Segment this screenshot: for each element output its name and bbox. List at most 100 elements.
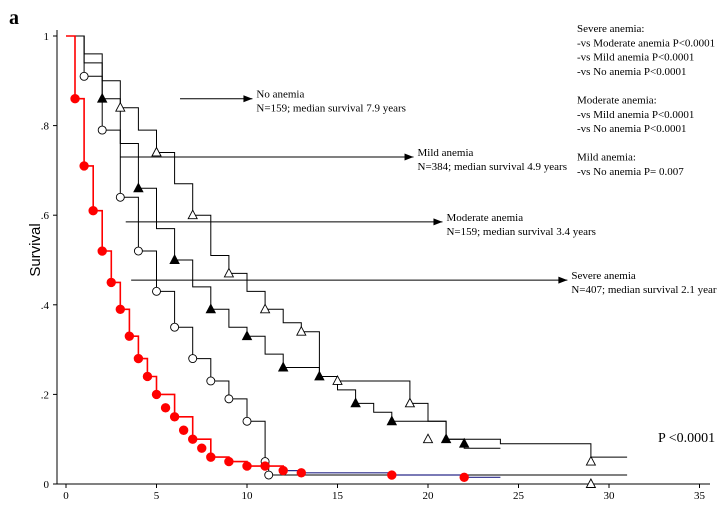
marker-moderate_anemia xyxy=(152,286,161,296)
stats-line: -vs Mild anemia P<0.0001 xyxy=(577,52,694,64)
marker-mild_anemia xyxy=(133,182,144,193)
marker-severe_anemia xyxy=(278,465,288,476)
marker-no_anemia xyxy=(151,146,162,157)
marker-mild_anemia xyxy=(314,370,325,381)
marker-mild_anemia xyxy=(241,330,253,341)
series-line-no_anemia xyxy=(66,35,628,458)
marker-severe_anemia xyxy=(142,371,153,382)
annotation-title-mild_anemia: Mild anemia xyxy=(418,147,474,159)
marker-severe_anemia xyxy=(296,468,306,478)
y-tick-label: .4 xyxy=(41,300,50,312)
marker-severe_anemia xyxy=(224,456,234,467)
marker-severe_anemia xyxy=(188,434,198,444)
marker-mild_anemia xyxy=(277,361,289,372)
marker-severe_anemia xyxy=(124,331,135,341)
marker-severe_anemia xyxy=(133,353,144,364)
y-axis-label: Survival xyxy=(27,223,44,276)
x-tick-label: 5 xyxy=(154,490,160,502)
marker-moderate_anemia xyxy=(97,125,107,135)
markers-layer xyxy=(70,71,597,488)
marker-mild_anemia xyxy=(96,92,108,103)
x-tick-label: 10 xyxy=(242,490,254,502)
stats-panel: Severe anemia: -vs Moderate anemia P<0.00… xyxy=(577,23,715,178)
stats-line: -vs Moderate anemia P<0.0001 xyxy=(577,37,715,49)
annotation-detail-severe_anemia: N=407; median survival 2.1 years xyxy=(571,284,717,296)
marker-no_anemia xyxy=(422,433,434,444)
marker-moderate_anemia xyxy=(206,376,216,386)
arrow-head-moderate_anemia xyxy=(433,218,443,226)
arrow-head-no_anemia xyxy=(243,95,253,103)
marker-severe_anemia xyxy=(160,403,171,413)
marker-no_anemia xyxy=(332,374,343,385)
panel-letter: a xyxy=(9,7,19,29)
marker-moderate_anemia xyxy=(79,71,89,81)
marker-severe_anemia xyxy=(260,461,270,471)
annotations-layer: No anemia N=159; median survival 7.9 year… xyxy=(120,89,717,296)
marker-severe_anemia xyxy=(169,412,180,422)
marker-severe_anemia xyxy=(178,425,189,435)
marker-severe_anemia xyxy=(459,472,469,482)
marker-severe_anemia xyxy=(79,161,89,171)
y-tick-label: .8 xyxy=(41,121,50,133)
marker-moderate_anemia xyxy=(264,470,274,480)
overall-p-value: P <0.0001 xyxy=(658,431,715,446)
marker-severe_anemia xyxy=(206,452,216,462)
marker-severe_anemia xyxy=(151,389,162,400)
stats-line: -vs Mild anemia P<0.0001 xyxy=(577,109,694,121)
annotation-detail-no_anemia: N=159; median survival 7.9 years xyxy=(256,103,405,115)
marker-severe_anemia xyxy=(387,470,397,480)
marker-moderate_anemia xyxy=(115,192,125,202)
stats-line: -vs No anemia P<0.0001 xyxy=(577,66,686,78)
x-tick-label: 30 xyxy=(604,490,616,502)
marker-severe_anemia xyxy=(70,94,80,104)
marker-no_anemia xyxy=(223,267,235,278)
marker-no_anemia xyxy=(585,478,597,488)
annotation-title-no_anemia: No anemia xyxy=(256,89,304,101)
marker-no_anemia xyxy=(404,397,416,408)
marker-severe_anemia xyxy=(88,206,98,216)
marker-severe_anemia xyxy=(115,304,126,314)
x-tick-label: 0 xyxy=(63,490,69,502)
marker-severe_anemia xyxy=(106,277,116,288)
y-tick-label: 0 xyxy=(44,479,50,491)
marker-mild_anemia xyxy=(205,303,217,314)
marker-severe_anemia xyxy=(197,443,207,453)
marker-severe_anemia xyxy=(97,246,107,256)
marker-mild_anemia xyxy=(350,397,361,408)
arrow-head-severe_anemia xyxy=(558,276,568,284)
marker-mild_anemia xyxy=(386,415,398,426)
marker-no_anemia xyxy=(259,303,271,314)
marker-no_anemia xyxy=(115,101,126,112)
marker-mild_anemia xyxy=(169,254,180,264)
marker-no_anemia xyxy=(187,209,198,220)
marker-mild_anemia xyxy=(440,433,452,444)
stats-line: Mild anemia: xyxy=(577,152,636,164)
x-tick-label: 35 xyxy=(694,490,706,502)
y-tick-label: .6 xyxy=(41,210,50,222)
arrow-head-mild_anemia xyxy=(404,153,414,161)
marker-moderate_anemia xyxy=(242,416,252,426)
stats-line: -vs No anemia P= 0.007 xyxy=(577,166,684,178)
annotation-detail-moderate_anemia: N=159; median survival 3.4 years xyxy=(446,226,595,238)
annotation-title-severe_anemia: Severe anemia xyxy=(571,270,636,282)
marker-severe_anemia xyxy=(242,461,252,471)
x-tick-label: 25 xyxy=(513,490,525,502)
marker-moderate_anemia xyxy=(188,354,198,364)
marker-moderate_anemia xyxy=(224,394,234,404)
axes: 0 5 10 15 20 25 30 35 0 .2 .4 .6 .8 1 xyxy=(41,30,710,502)
y-tick-label: 1 xyxy=(44,31,50,43)
x-tick-label: 15 xyxy=(332,490,344,502)
marker-no_anemia xyxy=(585,455,597,466)
annotation-detail-mild_anemia: N=384; median survival 4.9 years xyxy=(418,161,567,173)
marker-moderate_anemia xyxy=(133,246,143,256)
stats-line: -vs No anemia P<0.0001 xyxy=(577,123,686,135)
y-tick-label: .2 xyxy=(41,389,49,401)
stats-line: Severe anemia: xyxy=(577,23,645,35)
marker-no_anemia xyxy=(296,325,307,336)
marker-mild_anemia xyxy=(458,437,470,448)
marker-moderate_anemia xyxy=(170,322,180,332)
x-tick-label: 20 xyxy=(423,490,435,502)
annotation-title-moderate_anemia: Moderate anemia xyxy=(446,212,523,224)
stats-line: Moderate anemia: xyxy=(577,95,657,107)
